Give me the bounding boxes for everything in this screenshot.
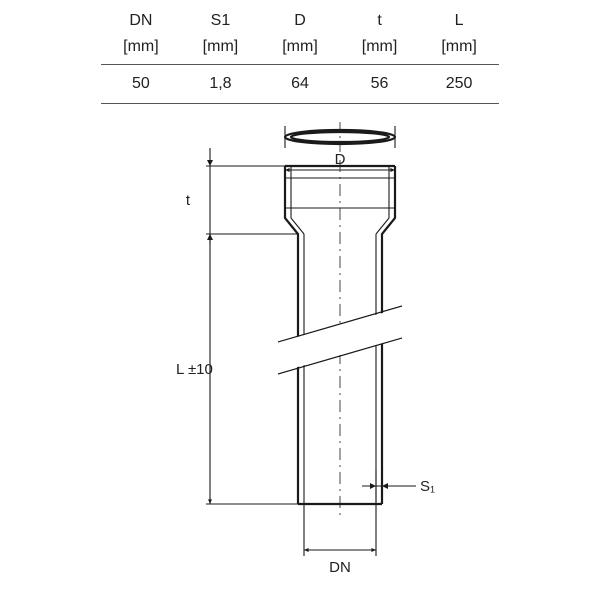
table-header-row: DN S1 D t L <box>101 8 499 34</box>
col-S1: S1 <box>181 8 261 34</box>
dim-label-DN: DN <box>329 559 351 576</box>
col-DN: DN <box>101 8 181 34</box>
spec-table: DN S1 D t L [mm] [mm] [mm] [mm] [mm] 50 … <box>101 8 499 104</box>
unit-D: [mm] <box>260 34 340 65</box>
dim-label-S1: S₁ <box>420 478 435 495</box>
table-row: 50 1,8 64 56 250 <box>101 65 499 104</box>
col-t: t <box>340 8 420 34</box>
cell-S1: 1,8 <box>181 65 261 104</box>
pipe-drawing: Dt L ±10 DN S₁ <box>90 104 510 584</box>
dim-label-D: D <box>335 151 346 168</box>
unit-S1: [mm] <box>181 34 261 65</box>
unit-t: [mm] <box>340 34 420 65</box>
cell-DN: 50 <box>101 65 181 104</box>
cell-L: 250 <box>419 65 499 104</box>
unit-DN: [mm] <box>101 34 181 65</box>
col-D: D <box>260 8 340 34</box>
dim-label-t: t <box>186 192 191 209</box>
unit-L: [mm] <box>419 34 499 65</box>
cell-D: 64 <box>260 65 340 104</box>
table-units-row: [mm] [mm] [mm] [mm] [mm] <box>101 34 499 65</box>
col-L: L <box>419 8 499 34</box>
cell-t: 56 <box>340 65 420 104</box>
dim-label-L: L ±10 <box>176 361 213 378</box>
